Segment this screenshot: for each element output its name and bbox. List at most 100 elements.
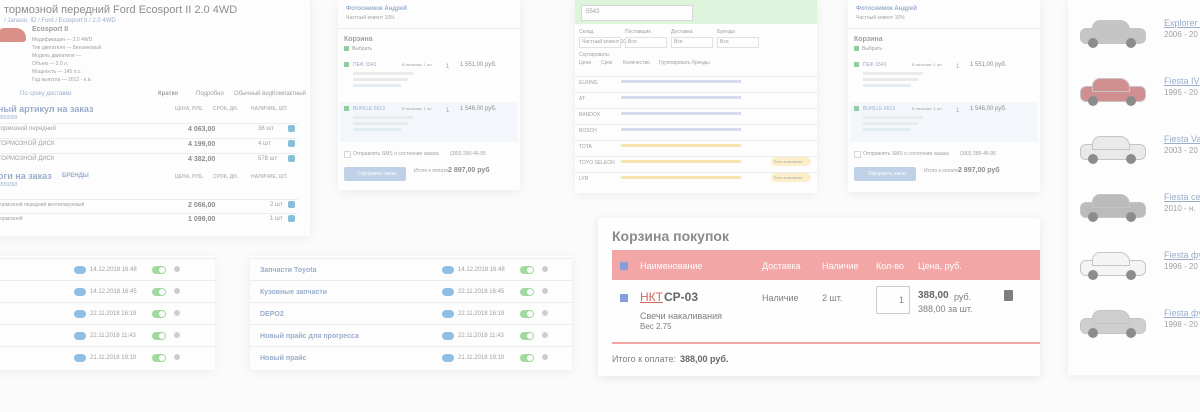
divider [575, 92, 817, 93]
item-brand[interactable]: НКТ [640, 290, 663, 304]
divider [0, 302, 215, 303]
model-name[interactable]: Fiesta фу [1164, 308, 1200, 318]
basket-panel: Корзина покупок Наименование Доставка Налич… [598, 218, 1040, 376]
checkbox[interactable] [854, 151, 861, 158]
checkbox[interactable] [620, 294, 628, 302]
filter-select[interactable]: Частный клиент 10... [579, 37, 630, 48]
product-panel: тормозной передний Ford Ecosport II 2.0 … [0, 0, 310, 236]
checkbox[interactable] [854, 106, 859, 111]
description [621, 144, 741, 147]
price: 4 382,00 [188, 156, 216, 163]
toggle-knob [159, 311, 165, 317]
settings-icon[interactable] [174, 288, 180, 294]
section-title: ный артикул на заказ [0, 104, 94, 114]
filter-select[interactable]: Все [717, 37, 759, 48]
checkout-button[interactable]: Оформить заказ [344, 167, 406, 181]
item-description [353, 128, 401, 131]
view-option[interactable]: Компактный [272, 91, 306, 97]
qty-input[interactable]: 1 [876, 286, 910, 314]
brand: TOTA [579, 144, 592, 150]
spec: Модель двигателя — [32, 53, 81, 59]
description [621, 80, 741, 83]
view-option[interactable]: Подробно [196, 91, 224, 97]
cart-icon[interactable] [288, 155, 295, 162]
cart-icon[interactable] [288, 215, 295, 222]
car-image[interactable] [1080, 250, 1146, 280]
toggle[interactable] [152, 288, 166, 296]
sort-option[interactable]: Количество [623, 60, 650, 66]
checkbox[interactable] [344, 62, 349, 67]
settings-icon[interactable] [174, 354, 180, 360]
total-label: Итого к оплате: [612, 354, 676, 364]
filter-select[interactable]: Все [671, 37, 713, 48]
view-option[interactable]: Кратко [158, 91, 179, 97]
item-code: СР-03 [664, 290, 699, 304]
user-role: Частный клиент 10% [856, 15, 905, 21]
cart-panel: Фотоснимок Андрей Частный клиент 10% Корзи… [848, 0, 1040, 192]
car-roof [1092, 136, 1130, 150]
model-name[interactable]: Fiesta IV [1164, 76, 1200, 86]
settings-icon[interactable] [174, 332, 180, 338]
column-header: ЦЕНА, РУБ. [175, 106, 204, 112]
divider [0, 153, 298, 154]
car-image[interactable] [1080, 76, 1146, 106]
model-name[interactable]: Fiesta фу [1164, 250, 1200, 260]
settings-icon[interactable] [542, 288, 548, 294]
divider [0, 199, 298, 200]
settings-icon[interactable] [542, 266, 548, 272]
item-currency: руб. [954, 292, 972, 302]
toggle[interactable] [152, 354, 166, 362]
total: 2 897,00 руб [958, 167, 1000, 174]
checkbox[interactable] [344, 46, 349, 51]
settings-icon[interactable] [174, 310, 180, 316]
car-image[interactable] [1080, 134, 1146, 164]
delete-icon[interactable] [1004, 290, 1013, 301]
toggle[interactable] [152, 310, 166, 318]
sort-option[interactable]: Срок [601, 60, 613, 66]
checkbox[interactable] [854, 46, 859, 51]
model-name[interactable]: Explorer I [1164, 18, 1200, 28]
sort-option[interactable]: Цена [579, 60, 592, 66]
checkbox[interactable] [620, 262, 628, 270]
search-input[interactable]: 5543 [581, 5, 693, 21]
availability-tag: Есть в наличии [771, 173, 811, 182]
cart-icon[interactable] [288, 140, 295, 147]
column-header: ЦЕНА, РУБ. [175, 174, 204, 180]
cloud-icon [74, 310, 86, 318]
divider [0, 346, 215, 347]
cloud-icon [74, 354, 86, 362]
car-image[interactable] [1080, 308, 1146, 338]
checkbox[interactable] [854, 62, 859, 67]
cart-icon[interactable] [288, 125, 295, 132]
car-image[interactable] [1080, 192, 1146, 222]
checkbox[interactable] [344, 151, 351, 158]
settings-icon[interactable] [542, 310, 548, 316]
item-price: 1 551,00 руб. [970, 62, 1007, 68]
settings-icon[interactable] [174, 266, 180, 272]
view-option[interactable]: Обычный вид [234, 91, 273, 97]
pricelist-name: Запчасти Toyota [260, 267, 317, 274]
toggle[interactable] [152, 266, 166, 274]
model-name[interactable]: Fiesta Va [1164, 134, 1200, 144]
toggle[interactable] [520, 354, 534, 362]
settings-icon[interactable] [542, 332, 548, 338]
toggle[interactable] [520, 266, 534, 274]
upload-date: 21.11.2018 19:10 [90, 355, 137, 361]
car-image[interactable] [1080, 18, 1146, 48]
wheel [1088, 212, 1098, 222]
toggle[interactable] [520, 332, 534, 340]
checkout-button[interactable]: Оформить заказ [854, 167, 916, 181]
cart-panel: Фотоснимок Андрей Частный клиент 10% Корзи… [338, 0, 520, 190]
spec: Модификация — 2.0 4WD [32, 37, 93, 43]
toggle[interactable] [520, 310, 534, 318]
cart-icon[interactable] [288, 201, 295, 208]
description [621, 112, 741, 115]
price: 4 199,00 [188, 141, 216, 148]
toggle[interactable] [520, 288, 534, 296]
toggle[interactable] [152, 332, 166, 340]
filter-select[interactable]: Все [625, 37, 667, 48]
checkbox[interactable] [344, 106, 349, 111]
model-name[interactable]: Fiesta се [1164, 192, 1200, 202]
settings-icon[interactable] [542, 354, 548, 360]
